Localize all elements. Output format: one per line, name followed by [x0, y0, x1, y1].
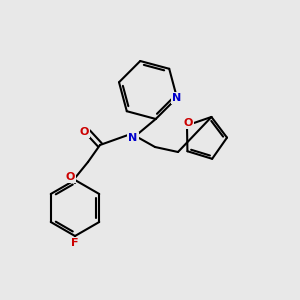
Text: N: N: [172, 93, 182, 103]
Text: O: O: [79, 127, 89, 137]
Text: N: N: [128, 133, 138, 143]
Text: O: O: [183, 118, 193, 128]
Text: O: O: [65, 172, 75, 182]
Text: F: F: [71, 238, 79, 248]
